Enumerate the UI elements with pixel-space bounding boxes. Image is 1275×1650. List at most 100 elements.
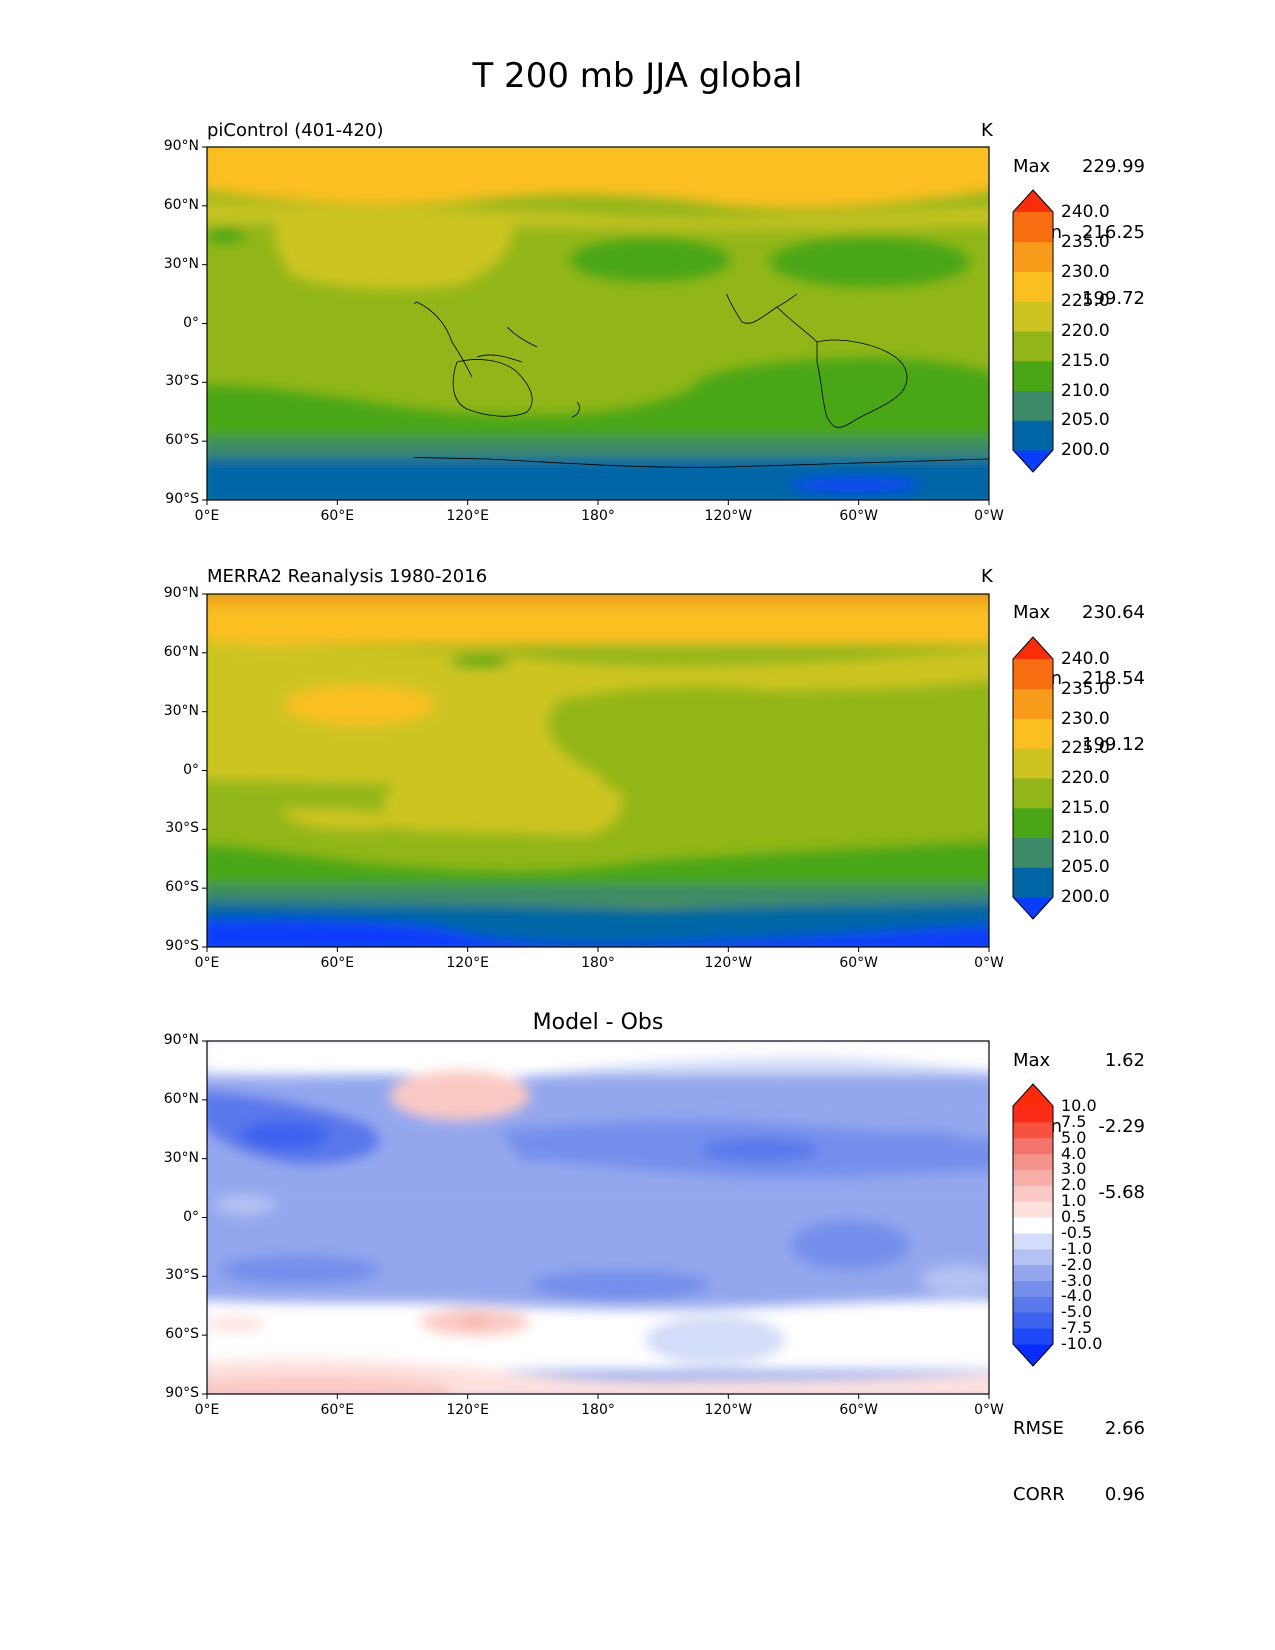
colorbar-outline [1012, 1083, 1054, 1367]
colorbar-segment [1013, 420, 1053, 451]
colorbar-segment [1013, 807, 1053, 838]
colorbar-extend-max [1013, 1084, 1053, 1106]
colorbar-level-label: 0.5 [1061, 1207, 1087, 1227]
lon-tick-label: 60°W [839, 508, 878, 524]
colorbar-level-label: 215.0 [1061, 350, 1110, 371]
colorbar-segment [1013, 1153, 1053, 1170]
colorbar-level-label: 225.0 [1061, 738, 1110, 759]
field-patch-antarctic [790, 478, 920, 492]
colorbar-level-label: -0.5 [1061, 1222, 1093, 1242]
field-patch-africa [215, 1195, 275, 1215]
colorbar-extend-min [1013, 450, 1053, 472]
colorbar-layer [1012, 189, 1054, 1367]
panel-1-map [207, 147, 989, 500]
lon-tick-label: 120°E [446, 955, 489, 971]
field-patch-australia [382, 773, 622, 836]
stat-max-label: Max [1013, 156, 1051, 177]
colorbar-level-label: 10.0 [1061, 1096, 1097, 1115]
colorbar-extend-min [1013, 897, 1053, 919]
colorbar-level-label: 210.0 [1061, 380, 1110, 401]
colorbar-segment [1013, 837, 1053, 868]
field-patch-negative-na [700, 1138, 820, 1162]
colorbar-level-label: 235.0 [1061, 231, 1110, 252]
panel-3-colorbar [1012, 1083, 1054, 1367]
colorbar-level-label: 5.0 [1061, 1127, 1087, 1147]
stat-max-label: Max [1013, 1050, 1051, 1071]
lon-tick-label: 0°W [974, 955, 1004, 971]
colorbar-level-label: 235.0 [1061, 678, 1110, 699]
colorbar-level-label: -7.5 [1061, 1318, 1093, 1338]
colorbar-level-label: 205.0 [1061, 857, 1110, 878]
field-patch-tibet [285, 685, 435, 725]
field-band-subpolar-south [207, 885, 989, 905]
colorbar-segment [1013, 212, 1053, 243]
field-patch-indian-south [220, 1255, 380, 1285]
lon-tick-label: 120°E [446, 1402, 489, 1418]
field-patch-europe [207, 227, 245, 243]
panel-1-colorbar [1012, 189, 1054, 473]
colorbar-segment [1013, 1296, 1053, 1313]
field-band-midlat-south [207, 357, 989, 440]
coastline-segment-8 [776, 306, 818, 343]
colorbar-level-label: -1.0 [1061, 1238, 1093, 1258]
panel-3-map [207, 1041, 989, 1394]
lat-tick-label: 90°N [163, 1032, 199, 1048]
lat-tick-label: 60°N [163, 196, 199, 213]
lat-tick-label: 0° [183, 761, 199, 778]
lat-tick-label: 0° [183, 1208, 199, 1225]
colorbar-level-label: 3.0 [1061, 1159, 1087, 1179]
colorbar-level-label: 200.0 [1061, 887, 1110, 907]
field-patch-arctic [207, 1041, 989, 1079]
colorbar-extend-min [1013, 1344, 1053, 1366]
colorbar-segment [1013, 1312, 1053, 1329]
colorbar-level-label: 2.0 [1061, 1175, 1087, 1195]
lat-tick-label: 60°S [165, 432, 199, 449]
field-patch-indian [280, 808, 420, 831]
field-band-polar-north-edge [207, 187, 989, 210]
field-band-subpolar-south [207, 1300, 989, 1370]
lat-tick-label: 90°N [163, 138, 199, 154]
colorbar-segment [1013, 1280, 1053, 1297]
colorbar-segment [1013, 390, 1053, 421]
coastline-segment-9 [816, 339, 908, 428]
lon-tick-label: 180° [581, 955, 615, 971]
field-patch-atlantic [770, 237, 970, 287]
lon-tick-label: 60°W [839, 1402, 878, 1418]
colorbar-segment [1013, 360, 1053, 391]
field-patch-pacific [560, 685, 989, 850]
field-band-midlat-north [207, 640, 989, 790]
colorbar-segment [1013, 1185, 1053, 1202]
field-band-pole-north [207, 594, 989, 604]
field-band-midlat-north [207, 200, 989, 230]
colorbar-segment [1013, 1137, 1053, 1155]
colorbar-level-label: -5.0 [1061, 1302, 1093, 1322]
lon-tick-label: 60°W [839, 955, 878, 971]
colorbar-level-label: 7.5 [1061, 1111, 1087, 1131]
field-patch-atlantic-south [920, 1265, 989, 1295]
lon-tick-label: 180° [581, 508, 615, 524]
colorbar-segment [1013, 867, 1053, 898]
colorbar-segment [1013, 1201, 1053, 1218]
stat-max-value: 1.62 [1104, 1050, 1145, 1071]
lat-tick-label: 30°S [165, 820, 199, 837]
field-patch-negative-core [240, 1121, 330, 1149]
colorbar-level-label: 205.0 [1061, 410, 1110, 431]
field-band-polar-north [207, 605, 989, 645]
colorbar-extend-max [1013, 637, 1053, 659]
lon-tick-label: 0°E [194, 508, 220, 524]
field-patch-asia [274, 209, 513, 289]
lon-tick-label: 60°E [320, 955, 355, 971]
colorbar-level-label: 230.0 [1061, 261, 1110, 282]
colorbar-segment [1013, 271, 1053, 302]
corr-value: 0.96 [1104, 1484, 1145, 1505]
lat-tick-label: 60°S [165, 879, 199, 896]
lon-tick-label: 120°W [704, 508, 753, 524]
colorbar-segment [1013, 778, 1053, 809]
field-band-midlat-south [207, 841, 989, 890]
coastline-segment-5 [452, 359, 533, 417]
colorbar-segment [1013, 748, 1053, 779]
stat-mean-value: -2.29 [1098, 1116, 1145, 1137]
corr-label: CORR [1013, 1484, 1065, 1505]
coastline-segment-2 [414, 301, 453, 343]
lat-tick-label: 30°S [165, 373, 199, 390]
